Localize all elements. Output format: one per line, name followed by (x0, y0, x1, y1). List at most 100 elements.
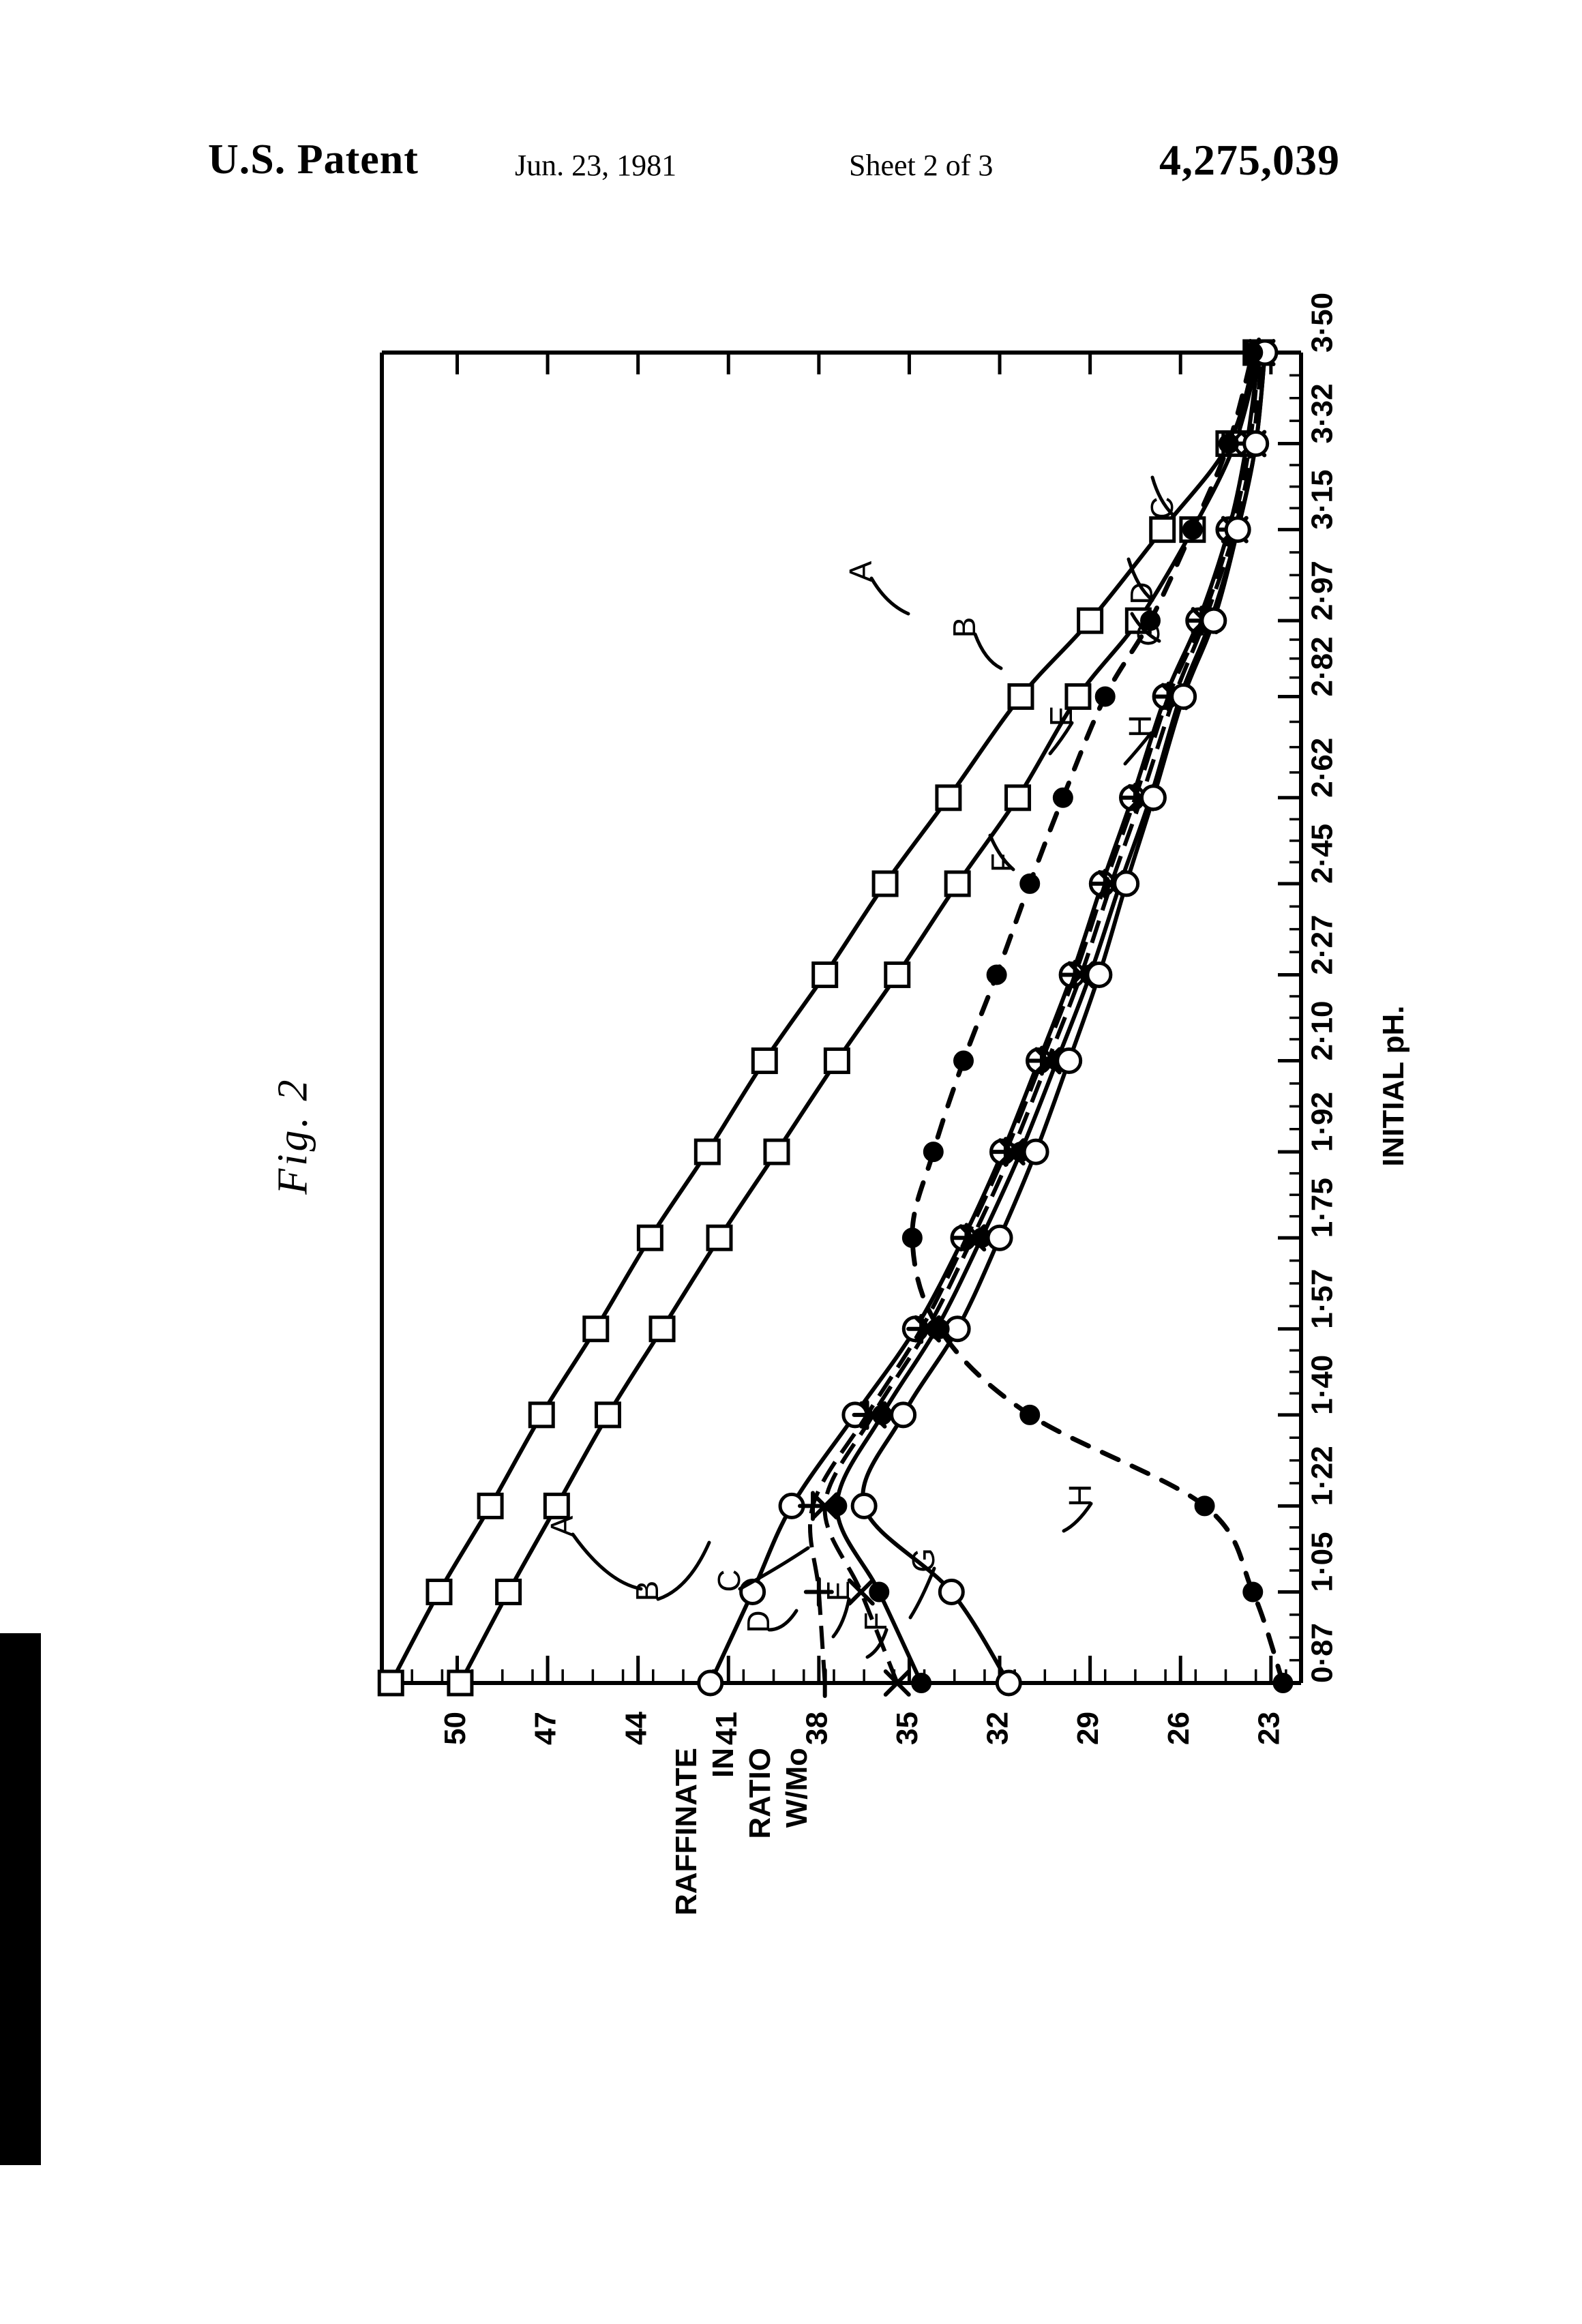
data-point-marker (988, 1226, 1011, 1249)
data-point-marker (753, 1049, 776, 1073)
leader-B (658, 1543, 709, 1599)
y-tick-label: 23 (1252, 1712, 1285, 1745)
x-tick-label: 2·62 (1306, 738, 1339, 798)
data-point-marker (1172, 685, 1195, 708)
y-tick-label: 35 (891, 1712, 924, 1745)
leader2-B (975, 634, 1001, 668)
data-point-marker (1183, 520, 1202, 539)
data-point-marker (1088, 963, 1111, 986)
data-point-marker (1096, 687, 1115, 706)
y-tick-label: 50 (438, 1712, 472, 1745)
data-point-marker (1243, 1582, 1262, 1601)
data-point-marker (428, 1580, 451, 1603)
x-tick-label: 2·97 (1306, 561, 1339, 621)
x-tick-label: 2·82 (1306, 636, 1339, 696)
curve-label-G: G (906, 1548, 941, 1573)
curve-label2-C: C (1144, 496, 1180, 519)
curve-label-F: F (858, 1612, 893, 1631)
curve-label2-B: B (946, 617, 982, 638)
data-point-marker (814, 963, 837, 986)
x-tick-label: 3·32 (1306, 383, 1339, 443)
data-point-marker (651, 1317, 674, 1341)
curve-label2-E: E (1043, 706, 1079, 727)
curve-B (460, 353, 1259, 1683)
data-point-marker (873, 1405, 892, 1425)
data-point-marker (874, 872, 897, 895)
data-point-marker (912, 1673, 931, 1693)
x-tick-label: 1·05 (1306, 1532, 1339, 1592)
y-axis-title-line: RATIO (743, 1748, 777, 1839)
data-point-marker (937, 786, 960, 809)
x-tick-label: 2·27 (1306, 914, 1339, 974)
curve-label-E: E (820, 1581, 856, 1602)
data-point-marker (545, 1494, 568, 1517)
curve-label-H: H (1062, 1484, 1098, 1506)
data-point-marker (997, 1671, 1020, 1695)
y-axis-title-line: W/Mo (780, 1748, 814, 1828)
x-tick-label: 0·87 (1306, 1623, 1339, 1683)
data-point-marker (1115, 872, 1138, 895)
data-point-marker (699, 1671, 722, 1695)
y-axis-title-line: RAFFINATE (670, 1748, 703, 1916)
x-axis-title-text: INITIAL pH. (1377, 1005, 1410, 1166)
data-point-marker (825, 1049, 848, 1073)
curve-label2-G: G (1131, 622, 1166, 646)
leader2-A (871, 578, 908, 614)
data-point-marker (765, 1140, 788, 1163)
data-point-marker (1226, 518, 1249, 541)
data-point-marker (708, 1226, 731, 1249)
x-tick-label: 2·45 (1306, 824, 1339, 884)
data-point-marker (1244, 432, 1268, 456)
data-point-marker (1066, 685, 1090, 708)
data-point-marker (940, 1580, 963, 1603)
y-tick-label: 32 (981, 1712, 1015, 1745)
chart-plot: 0·871·051·221·401·571·751·922·102·272·45… (0, 0, 1582, 2324)
curve-label-B: B (629, 1581, 665, 1602)
data-point-marker (1054, 788, 1073, 807)
data-point-marker (954, 1052, 973, 1071)
data-point-marker (930, 1320, 949, 1339)
x-tick-label: 1·40 (1306, 1355, 1339, 1415)
curve-label2-A: A (843, 561, 878, 582)
data-point-marker (1151, 518, 1174, 541)
curve-label2-H: H (1122, 715, 1158, 737)
data-point-marker (903, 1228, 922, 1247)
figure-2: Fig. 2 0·871·051·221·401·571·751·922·102… (0, 0, 1582, 2324)
y-tick-label: 38 (800, 1712, 833, 1745)
curve-label2-D: D (1124, 582, 1159, 604)
data-point-marker (379, 1671, 402, 1695)
data-point-marker (1219, 434, 1238, 453)
curve-label-A: A (544, 1515, 580, 1536)
data-point-marker (1079, 609, 1102, 632)
x-axis-title: INITIAL pH. (1377, 1005, 1410, 1166)
y-tick-label: 44 (619, 1711, 653, 1744)
leader-G (910, 1568, 934, 1618)
x-tick-label: 1·22 (1306, 1446, 1339, 1506)
data-point-marker (638, 1226, 661, 1249)
x-tick-label: 1·92 (1306, 1092, 1339, 1152)
data-point-marker (1006, 786, 1030, 809)
leader-C (740, 1548, 808, 1589)
data-point-marker (852, 1494, 876, 1517)
x-tick-label: 1·57 (1306, 1269, 1339, 1329)
curve-E (825, 353, 1262, 1683)
data-point-marker (1202, 609, 1225, 632)
y-tick-label: 47 (529, 1712, 563, 1745)
data-point-marker (479, 1494, 502, 1517)
y-tick-label: 26 (1162, 1712, 1195, 1745)
x-tick-label: 3·15 (1306, 470, 1339, 530)
curve-label-D: D (741, 1610, 776, 1633)
leader-E (833, 1599, 849, 1637)
data-point-marker (596, 1403, 619, 1427)
data-point-marker (827, 1496, 846, 1515)
data-point-marker (530, 1403, 553, 1427)
data-point-marker (497, 1580, 520, 1603)
data-point-marker (1020, 1405, 1039, 1425)
x-tick-label: 2·10 (1306, 1000, 1339, 1060)
data-point-marker (869, 1582, 889, 1601)
data-point-marker (449, 1671, 472, 1695)
y-axis-title-line: IN (706, 1748, 740, 1778)
data-point-marker (1024, 1140, 1047, 1163)
data-point-marker (1020, 874, 1039, 893)
data-point-marker (1058, 1049, 1081, 1073)
